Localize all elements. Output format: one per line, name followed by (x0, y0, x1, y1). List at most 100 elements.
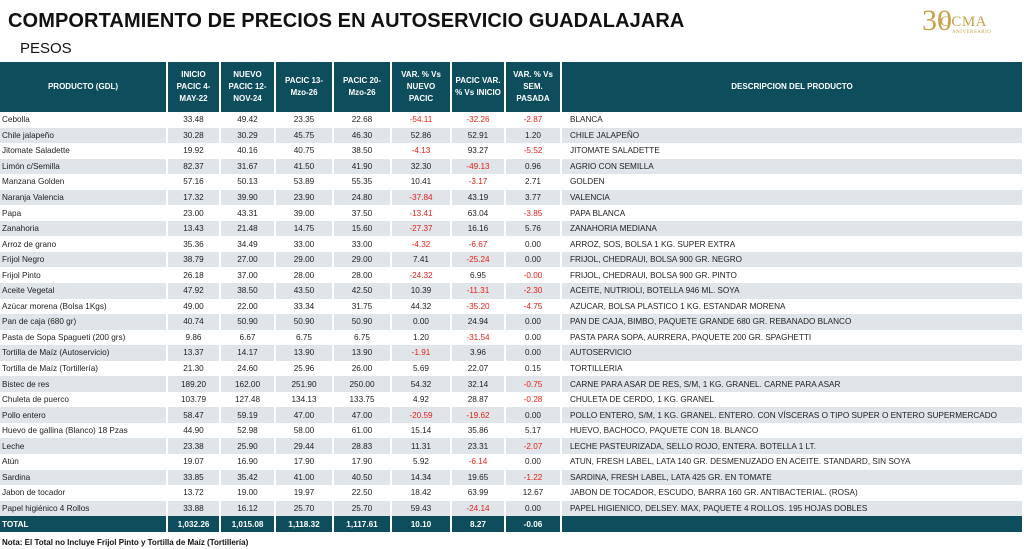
cell-var-vs-semana: 0.00 (504, 454, 561, 470)
table-row: Limón c/Semilla 82.37 31.67 41.50 41.90 32.30… (0, 158, 1022, 175)
cell-product: Chile jalapeño (0, 127, 167, 144)
table-row: Frijol Pinto 26.18 37.00 28.00 28.00 -24.32 6.… (0, 267, 1022, 284)
cell-inicio-pacic: 49.00 (166, 298, 220, 315)
cell-product: Tortilla de Maíz (Tortillería) (2, 364, 98, 374)
cell-var-vs-nuevo: 52.86 (390, 127, 451, 144)
cell-nuevo-pacic: 59.19 (219, 407, 275, 423)
cell-var-vs-semana: -0.28 (504, 391, 561, 408)
cell-pacic-13-mzo: 17.90 (274, 454, 333, 470)
cell-var-vs-inicio: 63.99 (450, 485, 505, 501)
cell-product: Pollo entero (0, 407, 167, 423)
table-row: Tortilla de Maíz (Autoservicio) 13.37 14.1… (0, 345, 1022, 361)
cell-var-vs-inicio: 93.27 (450, 143, 505, 159)
table-row: Chile jalapeño 30.28 30.29 45.75 46.30 52.86 5… (0, 127, 1022, 144)
cell-var-vs-nuevo: -37.84 (390, 189, 451, 206)
cell-var-vs-inicio: 3.96 (450, 345, 505, 361)
cell-var-vs-semana: -2.07 (504, 438, 561, 455)
cell-var-vs-inicio: 52.91 (450, 127, 505, 144)
cell-product: Naranja Valencia (0, 189, 167, 206)
cell-var-vs-nuevo: 54.32 (390, 376, 451, 392)
cell-pacic-20-mzo: 28.83 (332, 438, 391, 455)
cell-product: Azúcar morena (Bolsa 1Kgs) (2, 301, 107, 311)
cell-pacic-13-mzo: 23.35 (274, 112, 333, 128)
cell-var-vs-nuevo: 15.14 (390, 422, 451, 439)
cell-inicio-pacic: 13.37 (166, 345, 220, 361)
cell-pacic-13-mzo: 14.75 (274, 220, 333, 237)
cell-nuevo-pacic: 39.90 (219, 189, 275, 206)
cell-pacic-13-mzo: 33.00 (274, 236, 333, 252)
cell-pacic-20-mzo: 13.90 (332, 345, 391, 361)
cell-pacic-13-mzo: 29.44 (274, 438, 333, 455)
cell-var-vs-nuevo: -1.91 (390, 345, 451, 361)
table-row: Jitomate Saladette 19.92 40.16 40.75 38.50 -4… (0, 143, 1022, 159)
cell-product: Leche (0, 438, 167, 455)
cell-var-vs-nuevo: 18.42 (390, 485, 451, 501)
cell-var-vs-nuevo: 0.00 (390, 314, 451, 330)
cell-pacic-20-mzo: 42.50 (332, 283, 391, 299)
cell-var-vs-nuevo: 59.43 (390, 500, 451, 517)
cell-var-vs-inicio: -6.14 (450, 454, 505, 470)
cell-description: ARROZ, SOS, BOLSA 1 KG. SUPER EXTRA (560, 236, 1022, 252)
cell-pacic-20-mzo: 250.00 (332, 376, 391, 392)
cell-pacic-20-mzo: 38.50 (332, 143, 391, 159)
cell-product: Tortilla de Maíz (Autoservicio) (0, 345, 167, 361)
column-header-product: PRODUCTO (GDL) (0, 62, 167, 112)
cell-pacic-20-mzo: 61.00 (332, 422, 391, 439)
cell-nuevo-pacic: 14.17 (219, 345, 275, 361)
cell-inicio-pacic: 1,032.26 (166, 516, 220, 533)
cell-product: Bistec de res (0, 376, 167, 392)
cell-var-vs-semana: 2.71 (504, 174, 561, 190)
column-header-var-vs-semana: VAR. % Vs SEM. PASADA (504, 62, 561, 112)
cell-var-vs-semana: -1.22 (504, 469, 561, 486)
cell-pacic-20-mzo: 29.00 (332, 251, 391, 268)
cell-product: Papa (2, 208, 22, 218)
cell-var-vs-inicio: -31.54 (450, 329, 505, 346)
cell-pacic-13-mzo: 19.97 (274, 485, 333, 501)
cell-var-vs-nuevo: 7.41 (390, 251, 451, 268)
gcma-logo: 30 GCMA ANIVERSARIO (922, 4, 1002, 38)
cell-var-vs-inicio: 8.27 (450, 516, 505, 533)
cell-pacic-13-mzo: 43.50 (274, 283, 333, 299)
cell-pacic-13-mzo: 47.00 (274, 407, 333, 423)
cell-pacic-20-mzo: 46.30 (332, 127, 391, 144)
cell-nuevo-pacic: 37.00 (219, 267, 275, 284)
cell-var-vs-semana: 3.77 (504, 189, 561, 206)
cell-product: TOTAL (0, 516, 167, 533)
cell-nuevo-pacic: 22.00 (219, 298, 275, 315)
cell-pacic-13-mzo: 25.70 (274, 500, 333, 517)
cell-nuevo-pacic: 34.49 (219, 236, 275, 252)
cell-inicio-pacic: 33.88 (166, 500, 220, 517)
cell-var-vs-nuevo: 10.39 (390, 283, 451, 299)
cell-nuevo-pacic: 40.16 (219, 143, 275, 159)
cell-product: Pan de caja (680 gr) (0, 314, 167, 330)
cell-pacic-13-mzo: 39.00 (274, 205, 333, 221)
cell-nuevo-pacic: 16.12 (219, 500, 275, 517)
table-row: Cebolla 33.48 49.42 23.35 22.68 -54.11 -32.26-… (0, 112, 1022, 128)
cell-pacic-13-mzo: 58.00 (274, 422, 333, 439)
logo-number: 30 (922, 4, 952, 37)
cell-var-vs-inicio: 19.65 (450, 469, 505, 486)
footnote: Nota: El Total no Incluye Frijol Pinto y… (2, 538, 249, 547)
cell-var-vs-semana: -2.30 (504, 283, 561, 299)
cell-description: PAN DE CAJA, BIMBO, PAQUETE GRANDE 680 G… (560, 314, 1022, 330)
cell-nuevo-pacic: 35.42 (219, 469, 275, 486)
cell-pacic-20-mzo: 50.90 (332, 314, 391, 330)
cell-var-vs-nuevo: -4.13 (390, 143, 451, 159)
cell-var-vs-inicio: -11.31 (450, 283, 505, 299)
table-row: Atún 19.07 16.90 17.90 17.90 5.92 -6.14 0.00 ATU… (0, 454, 1022, 470)
cell-inicio-pacic: 13.43 (166, 220, 220, 237)
cell-var-vs-nuevo: 5.92 (390, 454, 451, 470)
cell-pacic-20-mzo: 31.75 (332, 298, 391, 315)
table-row: Chuleta de puerco 103.79 127.48 134.13 133.7… (0, 391, 1022, 408)
cell-product: Cebolla (2, 115, 30, 125)
cell-var-vs-semana: 0.00 (504, 236, 561, 252)
cell-pacic-13-mzo: 41.00 (274, 469, 333, 486)
cell-var-vs-semana: 0.15 (504, 360, 561, 377)
cell-pacic-13-mzo: 1,118.32 (274, 516, 333, 533)
cell-var-vs-inicio: 35.86 (450, 422, 505, 439)
table-row: Arroz de grano 35.36 34.49 33.00 33.00 -4.32-… (0, 236, 1022, 252)
cell-description (560, 516, 1022, 533)
cell-pacic-20-mzo: 28.00 (332, 267, 391, 284)
cell-var-vs-semana: 0.00 (504, 407, 561, 423)
cell-var-vs-nuevo: 4.92 (390, 391, 451, 408)
